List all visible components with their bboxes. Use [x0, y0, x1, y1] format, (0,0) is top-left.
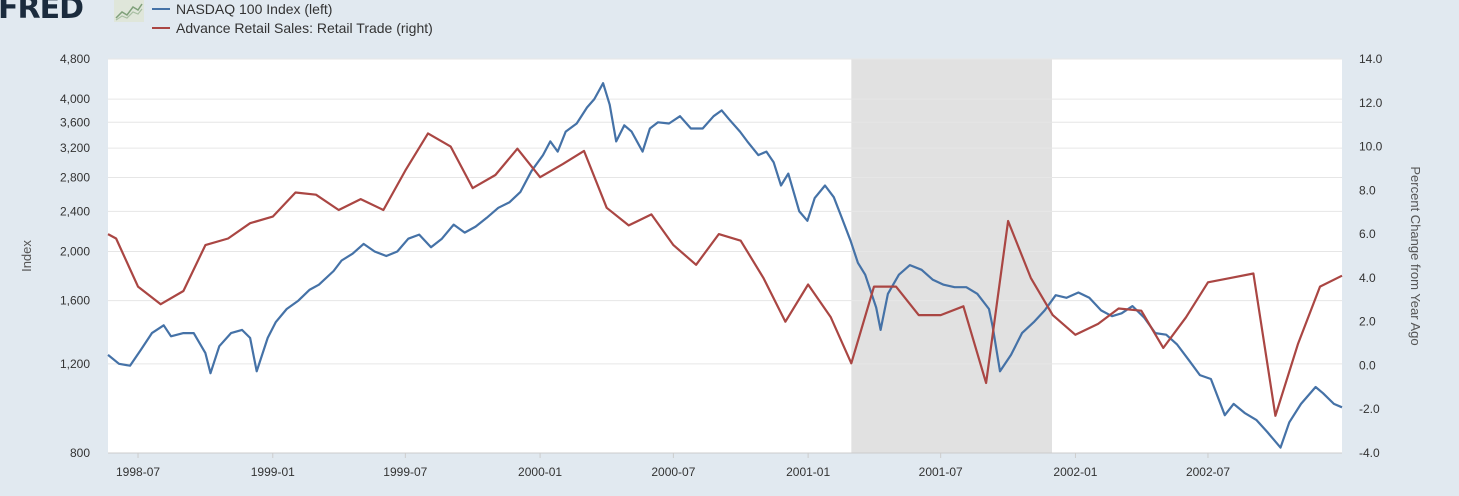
legend-swatch-nasdaq — [152, 8, 170, 10]
y-right-tick-label: 4.0 — [1359, 271, 1376, 285]
chart-header: FRED NASDAQ 100 Index (left) Advance Ret… — [0, 0, 1459, 44]
y-right-tick-label: -2.0 — [1359, 402, 1380, 416]
y-right-tick-label: 14.0 — [1359, 52, 1383, 66]
series-line-retail — [107, 132, 1343, 417]
x-tick-label: 2002-07 — [1186, 465, 1230, 479]
x-tick-label: 2000-01 — [518, 465, 562, 479]
legend-label-nasdaq: NASDAQ 100 Index (left) — [176, 1, 333, 17]
x-tick-label: 1999-01 — [251, 465, 295, 479]
legend-label-retail: Advance Retail Sales: Retail Trade (righ… — [176, 20, 433, 36]
x-tick-label: 2000-07 — [651, 465, 695, 479]
y-left-tick-label: 3,200 — [60, 141, 90, 155]
y-left-tick-label: 800 — [70, 446, 90, 460]
y-right-tick-label: 0.0 — [1359, 358, 1376, 372]
fred-logo[interactable]: FRED — [0, 0, 84, 26]
y-left-axis-title: Index — [19, 240, 34, 272]
x-tick-label: 1998-07 — [116, 465, 160, 479]
y-left-tick-label: 3,600 — [60, 115, 90, 129]
plot-area — [108, 59, 1342, 453]
y-left-tick-label: 4,800 — [60, 52, 90, 66]
x-tick-label: 2001-01 — [786, 465, 830, 479]
x-tick-label: 2002-01 — [1053, 465, 1097, 479]
legend-item-nasdaq[interactable]: NASDAQ 100 Index (left) — [152, 1, 332, 17]
y-right-axis-title: Percent Change from Year Ago — [1408, 166, 1423, 345]
series-line-nasdaq — [107, 82, 1343, 449]
legend-swatch-retail — [152, 27, 170, 29]
y-right-tick-label: 10.0 — [1359, 140, 1383, 154]
x-tick-label: 1999-07 — [383, 465, 427, 479]
y-right-tick-label: 2.0 — [1359, 315, 1376, 329]
x-tick-label: 2001-07 — [919, 465, 963, 479]
y-left-tick-label: 4,000 — [60, 92, 90, 106]
y-left-tick-label: 1,600 — [60, 294, 90, 308]
y-left-tick-label: 1,200 — [60, 357, 90, 371]
y-right-tick-label: 12.0 — [1359, 96, 1383, 110]
legend-item-retail[interactable]: Advance Retail Sales: Retail Trade (righ… — [152, 20, 433, 36]
y-left-tick-label: 2,800 — [60, 171, 90, 185]
y-right-tick-label: -4.0 — [1359, 446, 1380, 460]
y-left-tick-label: 2,400 — [60, 204, 90, 218]
y-right-tick-label: 6.0 — [1359, 227, 1376, 241]
y-left-tick-label: 2,000 — [60, 245, 90, 259]
line-chart-icon — [114, 0, 144, 22]
y-right-tick-label: 8.0 — [1359, 183, 1376, 197]
recession-shade — [851, 59, 1052, 453]
